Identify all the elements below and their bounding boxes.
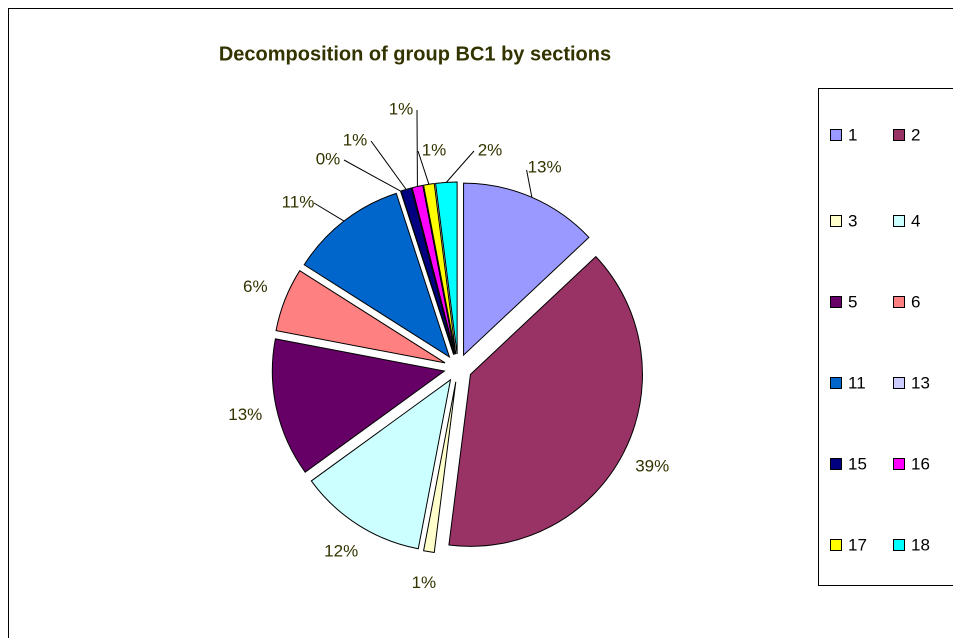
data-label: 12% bbox=[324, 542, 358, 561]
legend-swatch bbox=[830, 377, 842, 389]
legend-label: 6 bbox=[911, 292, 920, 311]
legend-label: 11 bbox=[848, 373, 866, 392]
data-label: 11% bbox=[282, 192, 315, 211]
legend-swatch bbox=[830, 129, 842, 141]
pie-slice bbox=[422, 381, 457, 554]
data-label: 13% bbox=[528, 157, 562, 176]
data-label: 1% bbox=[389, 99, 414, 118]
pie-slice bbox=[303, 192, 451, 359]
pie-slice bbox=[435, 181, 458, 355]
legend-label: 4 bbox=[911, 211, 920, 230]
legend-label: 2 bbox=[911, 125, 920, 144]
legend-swatch bbox=[893, 539, 905, 551]
legend-swatch bbox=[893, 129, 905, 141]
pie-slice bbox=[463, 182, 590, 357]
legend-label: 16 bbox=[911, 454, 930, 473]
data-label: 1% bbox=[343, 130, 368, 149]
pie-slice bbox=[271, 338, 446, 473]
legend-swatch bbox=[830, 539, 842, 551]
legend-label: 17 bbox=[848, 535, 867, 554]
leader-line bbox=[417, 150, 430, 185]
pie-slice bbox=[422, 182, 457, 355]
data-label: 13% bbox=[228, 405, 262, 424]
legend-swatch bbox=[893, 377, 905, 389]
leader-line bbox=[343, 159, 401, 192]
data-label: 2% bbox=[478, 140, 503, 159]
leader-line bbox=[526, 169, 533, 198]
leader-line bbox=[313, 202, 345, 222]
legend-label: 5 bbox=[848, 292, 857, 311]
legend-label: 13 bbox=[911, 373, 930, 392]
pie-slice bbox=[411, 184, 456, 355]
legend-swatch bbox=[830, 296, 842, 308]
data-label: 0% bbox=[316, 149, 341, 168]
pie-slice bbox=[310, 378, 452, 550]
data-label: 39% bbox=[635, 456, 669, 475]
legend-label: 1 bbox=[848, 125, 857, 144]
legend-label: 3 bbox=[848, 211, 857, 230]
legend-box bbox=[818, 88, 953, 586]
chart-title: Decomposition of group BC1 by sections bbox=[219, 43, 611, 65]
legend-swatch bbox=[893, 215, 905, 227]
leader-line bbox=[370, 140, 407, 190]
data-label: 1% bbox=[412, 573, 437, 592]
pie-slice bbox=[448, 255, 643, 547]
pie-slice bbox=[275, 269, 446, 364]
legend-label: 15 bbox=[848, 454, 867, 473]
leader-line bbox=[445, 150, 475, 183]
legend-swatch bbox=[830, 215, 842, 227]
legend-label: 18 bbox=[911, 535, 930, 554]
legend-swatch bbox=[830, 458, 842, 470]
legend-swatch bbox=[893, 296, 905, 308]
data-label: 6% bbox=[243, 277, 268, 296]
legend-swatch bbox=[893, 458, 905, 470]
data-label: 1% bbox=[422, 140, 447, 159]
